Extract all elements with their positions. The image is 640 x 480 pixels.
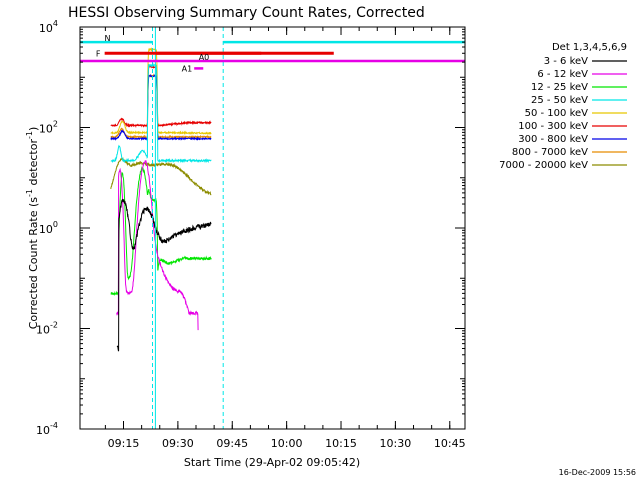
x-tick-label-5: 10:30 — [380, 437, 412, 450]
legend-label-6: 300 - 800 keV — [518, 134, 588, 145]
legend-title: Det 1,3,4,5,6,9 — [552, 42, 627, 53]
flag-label-a0: A0 — [199, 53, 210, 62]
legend-label-4: 50 - 100 keV — [525, 108, 589, 119]
y-tick-label-4: 104 — [39, 19, 58, 35]
legend-label-5: 100 - 300 keV — [518, 121, 588, 132]
legend-label-7: 800 - 7000 keV — [512, 147, 588, 158]
x-tick-label-0: 09:15 — [108, 437, 140, 450]
series-line-2 — [110, 166, 212, 297]
legend-label-1: 6 - 12 keV — [537, 69, 588, 80]
y-tick-label-2: 100 — [39, 220, 58, 236]
legend: 3 - 6 keV 6 - 12 keV 12 - 25 keV 25 - 50 ke… — [499, 56, 627, 171]
chart-title: HESSI Observing Summary Count Rates, Cor… — [68, 5, 425, 21]
series-layer — [110, 47, 212, 352]
series-line-8 — [110, 157, 212, 196]
x-axis-label: Start Time (29-Apr-02 09:05:42) — [184, 456, 360, 469]
legend-label-8: 7000 - 20000 keV — [499, 160, 588, 171]
series-line-4 — [110, 47, 212, 136]
series-line-5 — [110, 64, 212, 129]
series-line-1 — [116, 160, 199, 331]
legend-label-3: 25 - 50 keV — [531, 95, 588, 106]
footer-date: 16-Dec-2009 15:56 — [559, 468, 636, 477]
series-line-6 — [110, 74, 212, 141]
legend-label-0: 3 - 6 keV — [544, 56, 588, 67]
flags-layer: NF A0 A1 — [80, 27, 465, 429]
x-tick-label-6: 10:45 — [434, 437, 466, 450]
x-tick-label-4: 10:15 — [325, 437, 357, 450]
flag-label-f: F — [96, 49, 101, 58]
x-tick-label-1: 09:30 — [162, 437, 194, 450]
series-line-3 — [110, 62, 212, 164]
legend-label-2: 12 - 25 keV — [531, 82, 588, 93]
series-line-0 — [116, 198, 212, 352]
y-tick-label-1: 10-2 — [36, 321, 58, 337]
plot-frame — [79, 26, 466, 430]
y-tick-label-0: 10-4 — [36, 421, 58, 437]
ticks-layer: 09:15 09:30 09:45 10:00 10:15 10:30 10:45 10-4 1… — [36, 19, 466, 450]
x-tick-label-3: 10:00 — [271, 437, 303, 450]
flag-label-n: N — [105, 34, 111, 43]
x-tick-label-2: 09:45 — [216, 437, 248, 450]
y-tick-label-3: 102 — [39, 120, 58, 136]
flag-label-a1: A1 — [182, 64, 193, 73]
y-axis-label: Corrected Count Rate (s-1 detector-1) — [25, 127, 40, 330]
